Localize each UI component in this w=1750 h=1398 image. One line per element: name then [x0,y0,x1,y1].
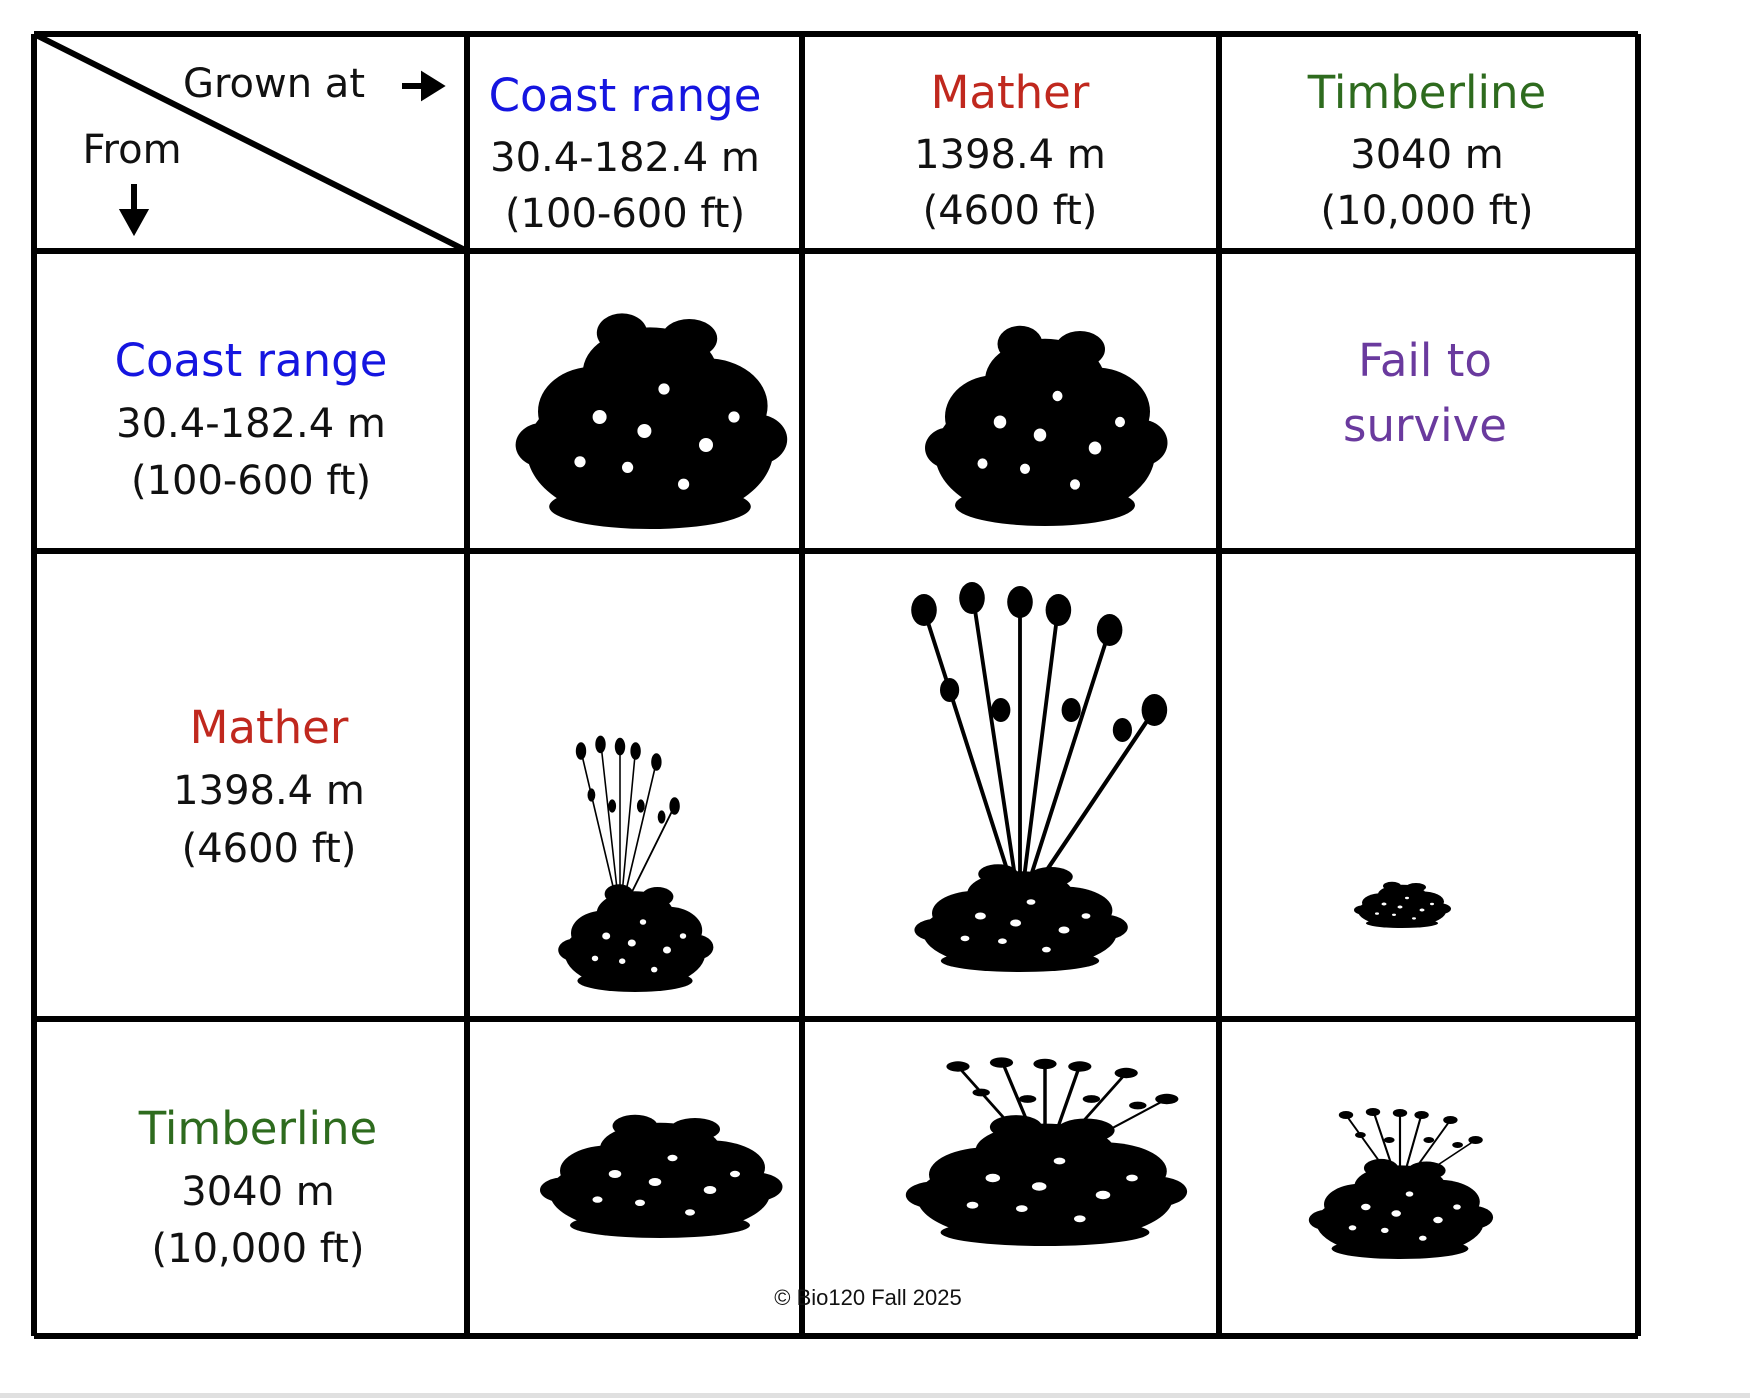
row-name: Timberline [138,1102,377,1155]
col-feet: (100-600 ft) [505,191,745,237]
row-meters: 1398.4 m [173,768,365,814]
plant [540,1114,783,1238]
row-name: Coast range [115,334,388,387]
col-meters: 1398.4 m [914,132,1106,178]
plant [925,325,1168,526]
plant [1308,1158,1494,1259]
bottom-bar [0,1393,1750,1398]
plant [515,313,788,529]
table-grid [31,31,1641,1339]
plant [1354,881,1451,928]
col-meters: 30.4-182.4 m [490,135,760,181]
corner-from: From [82,127,181,173]
col-name: Mather [931,66,1090,119]
row-meters: 30.4-182.4 m [116,401,386,447]
right-arrow [402,70,446,102]
col-feet: (10,000 ft) [1321,188,1534,234]
row-feet: (10,000 ft) [152,1226,365,1272]
row-meters: 3040 m [181,1169,334,1215]
fail-text: Fail to [1358,334,1492,387]
copyright: © Bio120 Fall 2025 [774,1285,961,1310]
corner-grown-at: Grown at [183,61,365,107]
plant [905,1115,1188,1246]
col-feet: (4600 ft) [923,188,1098,234]
plant [911,582,1167,910]
down-arrow [118,184,150,237]
fail-text: survive [1343,399,1507,452]
row-feet: (4600 ft) [182,826,357,872]
row-feet: (100-600 ft) [131,458,371,504]
col-name: Coast range [489,69,762,122]
col-meters: 3040 m [1350,132,1503,178]
col-name: Timberline [1307,66,1546,119]
plant [558,884,714,992]
row-name: Mather [190,701,349,754]
plant [914,864,1128,972]
